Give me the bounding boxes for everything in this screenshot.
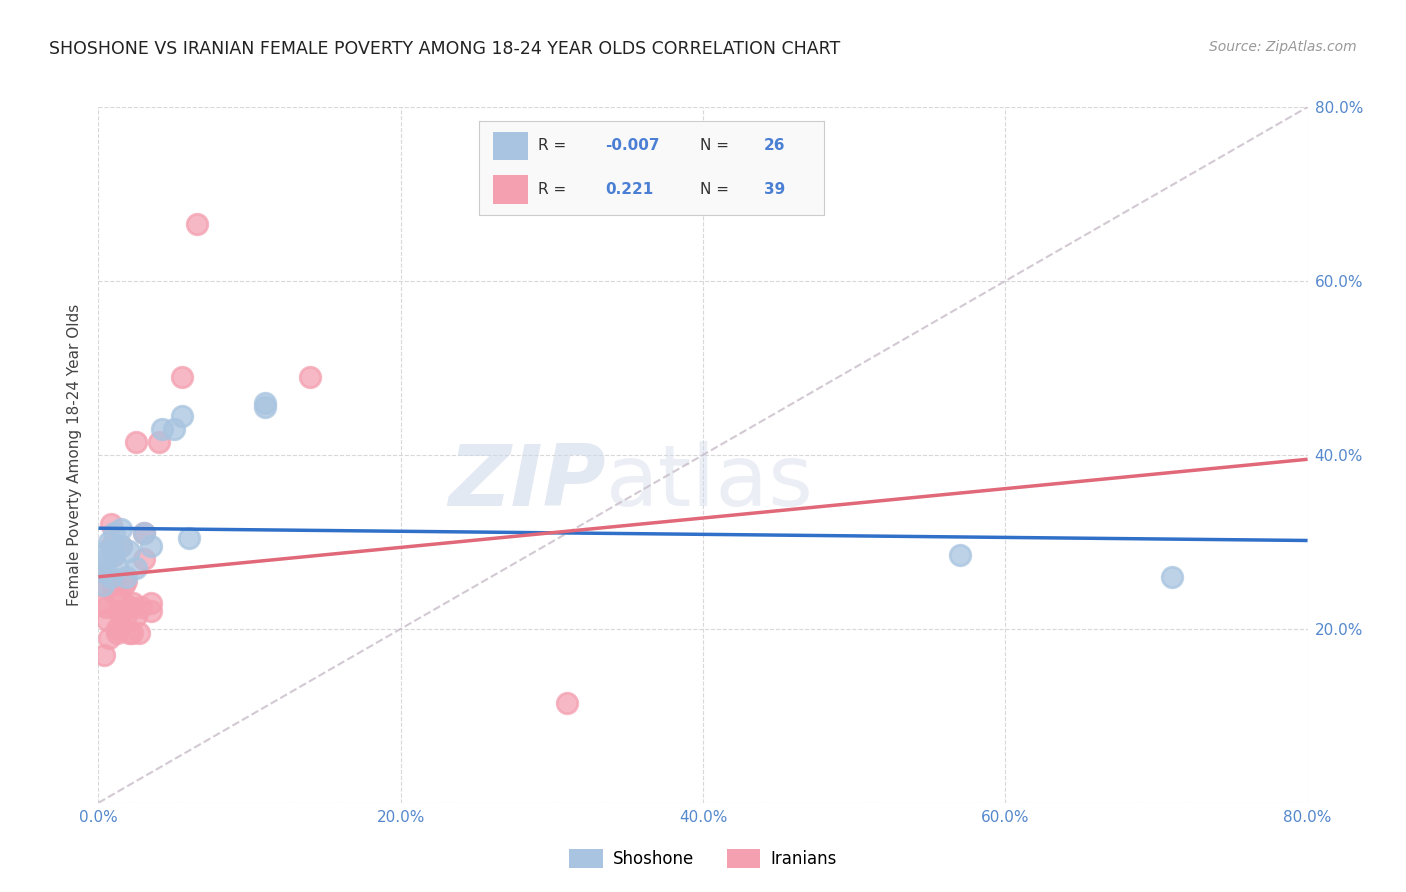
Point: [96, 613, 118, 627]
Point: [110, 539, 132, 553]
Point: [299, 369, 322, 384]
Legend: Shoshone, Iranians: Shoshone, Iranians: [562, 842, 844, 874]
Point: [107, 605, 129, 619]
Point: [103, 548, 125, 562]
Point: [94, 552, 117, 566]
Point: [94, 600, 117, 615]
Y-axis label: Female Poverty Among 18-24 Year Olds: Female Poverty Among 18-24 Year Olds: [67, 304, 83, 606]
Point: [89, 578, 111, 592]
Text: ZIP: ZIP: [449, 442, 606, 524]
Point: [141, 605, 163, 619]
Point: [98, 631, 121, 645]
Point: [949, 548, 972, 562]
Point: [100, 517, 122, 532]
Point: [90, 561, 112, 575]
Point: [114, 608, 136, 623]
Point: [125, 561, 148, 575]
Point: [114, 570, 136, 584]
Point: [121, 626, 143, 640]
Point: [90, 566, 112, 580]
Point: [125, 608, 148, 623]
Point: [91, 578, 114, 592]
Point: [93, 566, 115, 580]
Point: [118, 543, 141, 558]
Point: [118, 626, 141, 640]
Point: [129, 600, 152, 615]
Point: [253, 396, 276, 410]
Point: [105, 561, 128, 575]
Point: [179, 531, 201, 545]
Point: [93, 648, 115, 662]
Point: [132, 552, 155, 566]
Point: [150, 422, 173, 436]
Point: [101, 578, 124, 592]
Point: [100, 539, 122, 553]
Point: [125, 434, 148, 449]
Point: [110, 591, 132, 606]
Point: [100, 570, 122, 584]
Point: [122, 596, 145, 610]
Point: [1160, 570, 1182, 584]
Point: [132, 526, 155, 541]
Point: [170, 369, 193, 384]
Point: [101, 543, 124, 558]
Point: [132, 526, 155, 541]
Point: [110, 522, 132, 536]
Text: Source: ZipAtlas.com: Source: ZipAtlas.com: [1209, 40, 1357, 54]
Point: [170, 409, 193, 423]
Point: [96, 543, 118, 558]
Point: [104, 587, 127, 601]
Text: SHOSHONE VS IRANIAN FEMALE POVERTY AMONG 18-24 YEAR OLDS CORRELATION CHART: SHOSHONE VS IRANIAN FEMALE POVERTY AMONG…: [49, 40, 841, 58]
Point: [98, 534, 121, 549]
Point: [105, 622, 128, 636]
Point: [91, 596, 114, 610]
Text: atlas: atlas: [606, 442, 814, 524]
Point: [120, 600, 142, 615]
Point: [108, 617, 131, 632]
Point: [128, 626, 150, 640]
Point: [114, 574, 136, 588]
Point: [103, 526, 125, 541]
Point: [555, 696, 578, 710]
Point: [105, 626, 128, 640]
Point: [253, 400, 276, 414]
Point: [103, 548, 125, 562]
Point: [163, 422, 186, 436]
Point: [110, 539, 132, 553]
Point: [141, 596, 163, 610]
Point: [141, 539, 163, 553]
Point: [186, 218, 208, 232]
Point: [148, 434, 170, 449]
Point: [112, 578, 135, 592]
Point: [111, 605, 134, 619]
